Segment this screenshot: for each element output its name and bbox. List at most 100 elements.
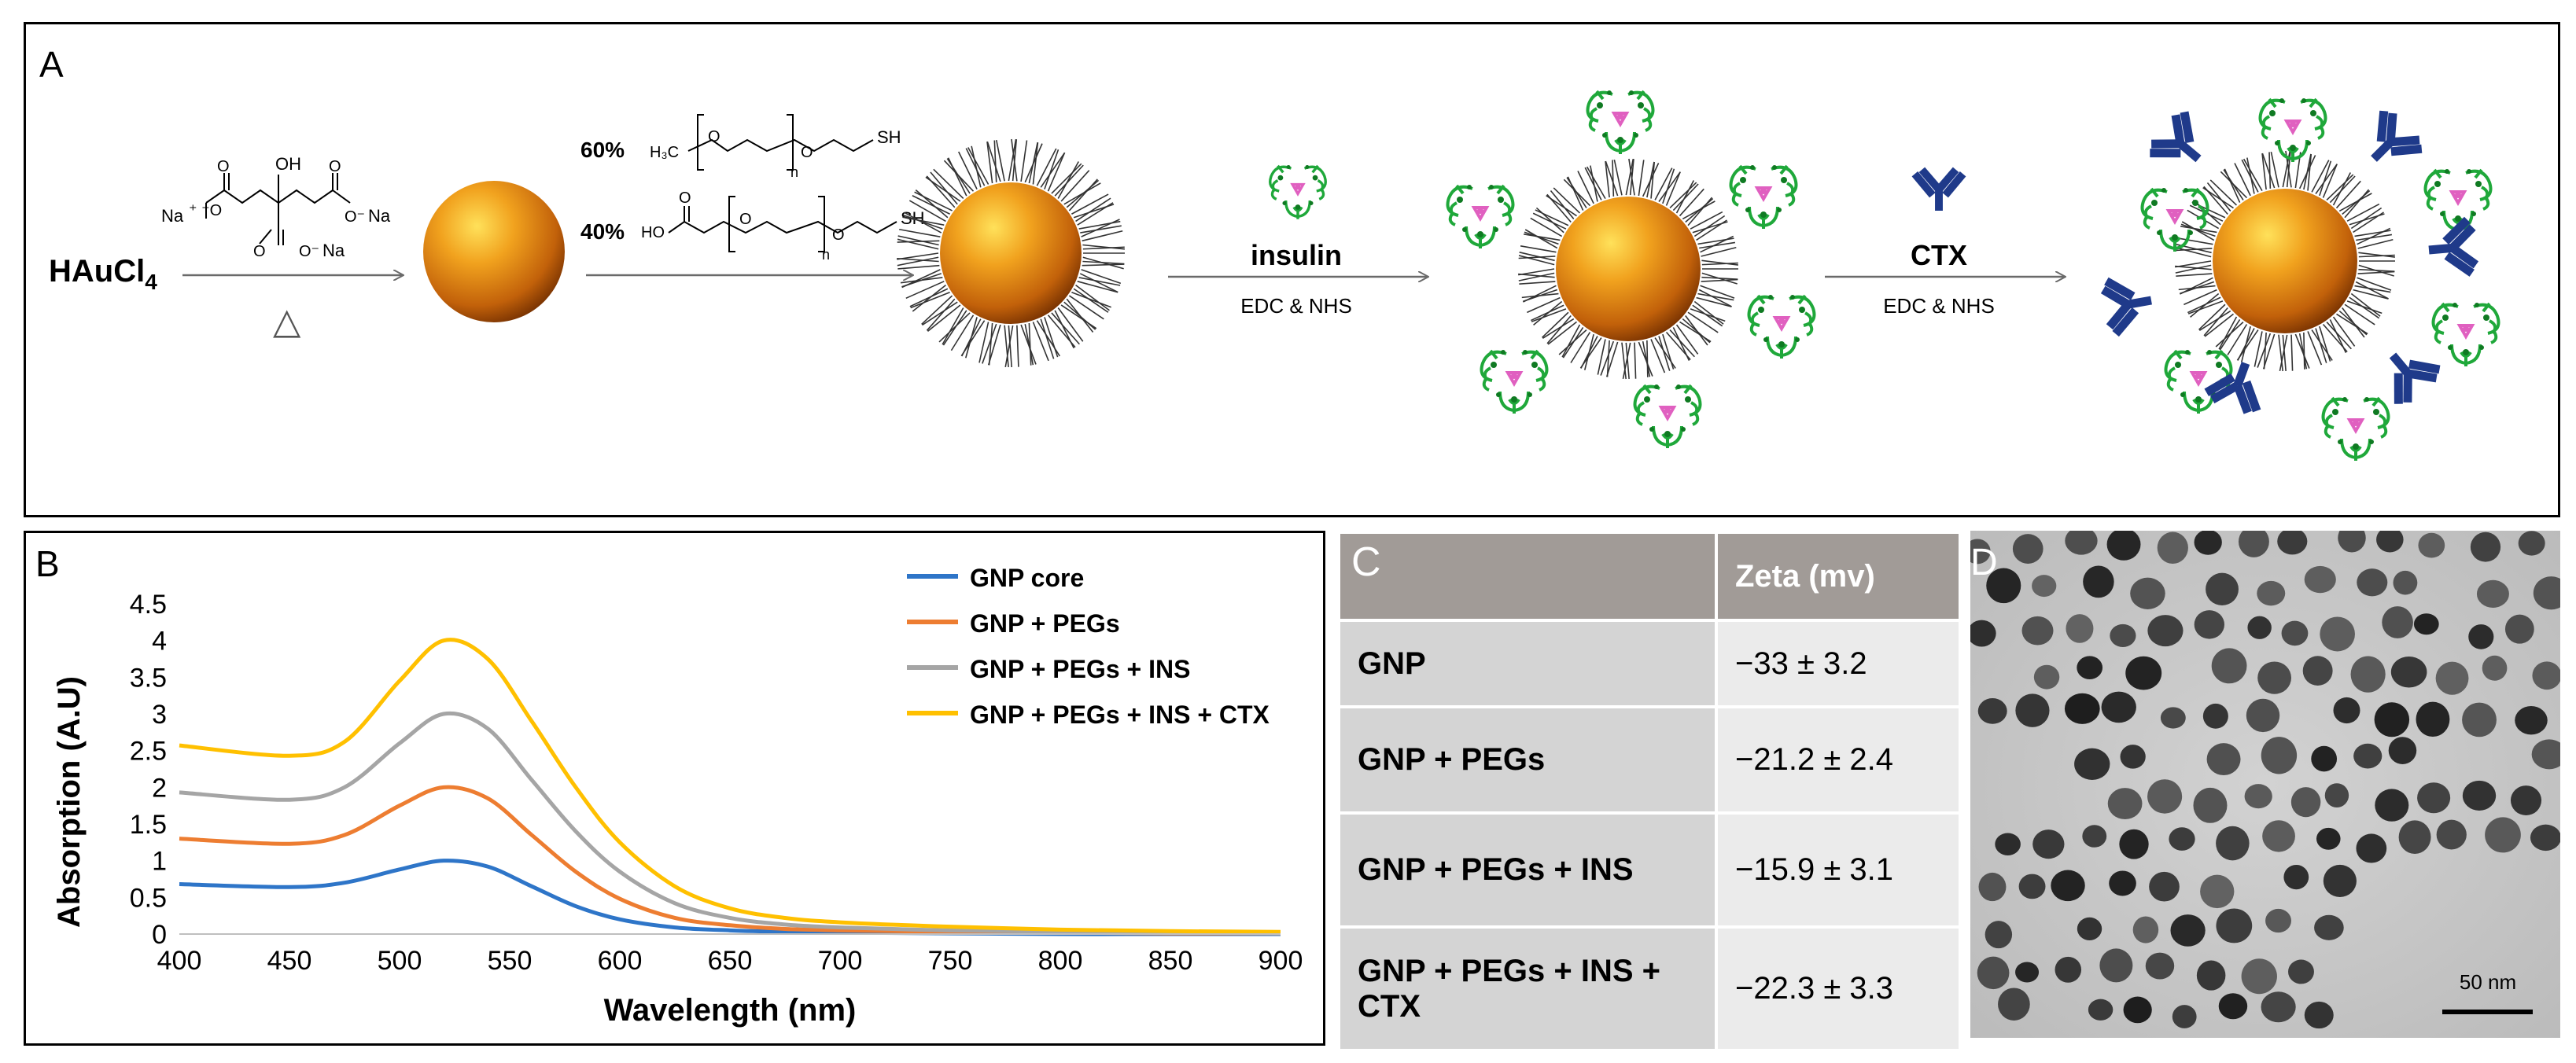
antibody-icon [2355, 108, 2425, 178]
citrate-o-bottom2: O⁻ [299, 243, 319, 260]
peg-chain [942, 307, 964, 345]
peg-chain [1553, 187, 1580, 214]
nanoparticle-dot [2283, 864, 2309, 890]
citrate-na-bottom: Na [322, 241, 345, 260]
peg-chain [1082, 244, 1125, 250]
nanoparticle-dot [1970, 539, 1991, 565]
nanoparticle-dot [2015, 962, 2040, 983]
peg-chain [1524, 231, 1559, 245]
peg-chain [1082, 260, 1125, 265]
peg-chain [1577, 171, 1594, 204]
peg-chain [1066, 179, 1100, 208]
peg-chain [1693, 215, 1726, 237]
peg-chain [1518, 272, 1555, 281]
nanoparticle-dot [2357, 568, 2388, 597]
peg-chain [925, 176, 961, 202]
peg-structures [668, 114, 897, 252]
peg-chain [1060, 304, 1097, 329]
peg-chain [2180, 226, 2217, 234]
peg-chain [2198, 303, 2226, 330]
nanoparticle-dot [2504, 614, 2534, 644]
nanoparticle-dot [2238, 531, 2269, 557]
panel-label-b: B [35, 543, 60, 584]
nanoparticle-dot [2518, 531, 2545, 556]
peg-chain [1563, 178, 1591, 207]
peg-chain [899, 228, 941, 237]
nanoparticle-dot [2160, 707, 2186, 729]
peg-chain [2298, 333, 2308, 370]
peg-chain [2184, 289, 2217, 306]
nanoparticle-dot [2281, 620, 2309, 646]
peg-chain [1547, 321, 1577, 345]
nanoparticle-dot [2216, 908, 2253, 943]
peg-chain [926, 298, 956, 331]
peg-corona-2 [1518, 158, 1739, 380]
peg2-n: n [822, 247, 830, 263]
peg-chain [1004, 325, 1009, 368]
peg-chain [2332, 172, 2352, 206]
peg-chain [1692, 304, 1723, 327]
nanoparticle-dot [2338, 531, 2366, 553]
peg-chain [2349, 296, 2380, 319]
peg-chain [2175, 265, 2212, 270]
nanoparticle-dot [2065, 531, 2098, 555]
peg-chain [2307, 153, 2313, 191]
peg-chain [2175, 247, 2212, 258]
step4-reagent: CTX [1911, 239, 1967, 271]
peg2-o-top: O [679, 189, 691, 207]
peg-chain [1532, 212, 1567, 230]
peg-chain [1028, 142, 1038, 184]
peg-chain [930, 171, 958, 205]
nanoparticle-dot [2110, 623, 2136, 648]
peg-chain [2175, 260, 2212, 268]
peg-chain [897, 240, 940, 243]
peg-chain [1011, 138, 1018, 182]
nanoparticle-dot [2147, 779, 2183, 814]
peg-chain [1020, 140, 1028, 182]
peg-chain [2263, 332, 2267, 370]
peg-chain [903, 214, 943, 230]
peg-chain [995, 139, 1005, 182]
x-tick-label: 850 [1148, 946, 1193, 976]
table-row: GNP −33 ± 3.2 [1337, 619, 1962, 708]
nanoparticle-dot [2200, 874, 2235, 909]
peg-chain [2357, 238, 2394, 249]
nanoparticle-dot [2416, 701, 2450, 737]
nanoparticle-dot [2314, 914, 2344, 940]
nanoparticle-dot [2515, 705, 2548, 735]
peg-chain [915, 189, 949, 219]
peg-chain [1658, 336, 1671, 371]
nanoparticle-dot [2123, 996, 2152, 1024]
nanoparticle-dot [2244, 784, 2272, 809]
peg-chain [1531, 308, 1567, 322]
peg-chain [1600, 340, 1615, 376]
nanoparticle-dot [2290, 787, 2321, 818]
peg-chain [2344, 189, 2370, 219]
peg-chain [2358, 252, 2396, 258]
peg-chain [1696, 219, 1727, 241]
tem-micrograph: 50 nm [1970, 531, 2560, 1038]
peg-chain [2279, 334, 2288, 372]
peg-chain [1036, 148, 1057, 186]
citrate-o-top-left: O [217, 158, 230, 175]
peg-chain [2329, 175, 2356, 204]
peg-chain [2350, 292, 2381, 317]
y-tick-label: 3 [152, 700, 167, 730]
peg-chain [897, 238, 939, 250]
peg-chain [2303, 153, 2312, 190]
peg-chain [1654, 167, 1673, 200]
peg-chain [1690, 308, 1726, 322]
peg-chain [1612, 160, 1615, 197]
table-row: GNP + PEGs + INS −15.9 ± 3.1 [1337, 811, 1962, 929]
peg-chain [2357, 277, 2392, 291]
peg-chain [1071, 193, 1109, 215]
nanoparticle-dot [2082, 825, 2107, 848]
peg-chain [1696, 296, 1732, 307]
peg-chain [982, 323, 997, 364]
x-tick-label: 800 [1038, 946, 1083, 976]
peg-chain [1523, 285, 1557, 303]
y-tick-label: 3.5 [130, 663, 167, 693]
nanoparticle-dot [2149, 871, 2180, 902]
peg-chain [1057, 307, 1084, 342]
peg-chain [904, 211, 942, 234]
